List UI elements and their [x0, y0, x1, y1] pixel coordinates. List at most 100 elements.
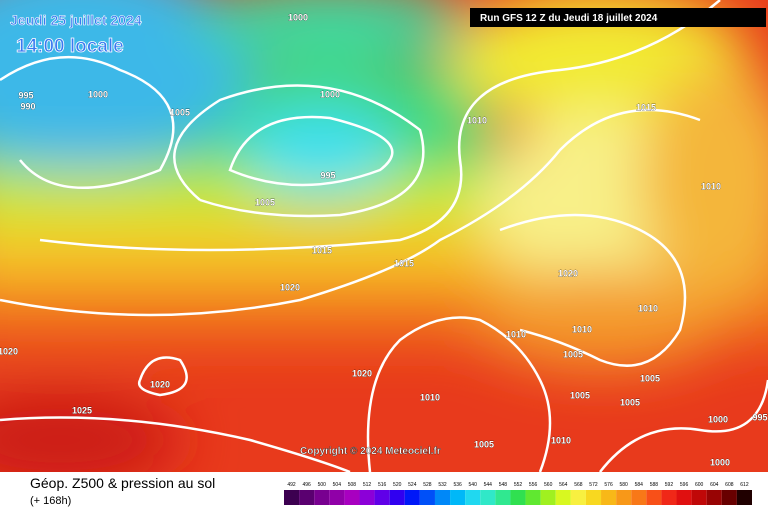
isobar-label: 1005	[474, 439, 494, 449]
legend-label: 580	[620, 482, 629, 488]
isobar-label: 1000	[320, 89, 340, 99]
isobar-label: 1010	[506, 329, 526, 339]
legend-label: 496	[302, 482, 311, 488]
isobar-label: 1005	[170, 107, 190, 117]
legend-swatch	[434, 490, 451, 505]
isobar-label: 1020	[0, 346, 18, 356]
legend-label: 548	[499, 482, 508, 488]
isobar-label: 1015	[312, 245, 332, 255]
legend-swatch	[540, 490, 556, 505]
legend-label: 604	[710, 482, 719, 488]
legend-swatch	[480, 490, 496, 505]
legend-label: 556	[529, 482, 538, 488]
legend-swatch	[555, 490, 571, 505]
isobar-label: 1010	[420, 392, 440, 402]
footer-title: Géop. Z500 & pression au sol	[30, 475, 215, 491]
isobar-label: 1010	[572, 324, 592, 334]
legend-swatch	[706, 490, 722, 505]
legend-swatch	[450, 490, 466, 505]
legend-label: 600	[695, 482, 704, 488]
isobar-label: 1020	[558, 268, 578, 278]
legend-label: 584	[635, 482, 644, 488]
legend-label: 500	[318, 482, 327, 488]
copyright: Copyright © 2024 Meteociel.fr	[300, 446, 441, 457]
legend-swatch	[344, 490, 360, 505]
legend-swatch	[299, 490, 315, 505]
legend-swatch	[495, 490, 511, 505]
isobar-label: 1015	[636, 102, 656, 112]
legend-swatch	[646, 490, 662, 505]
legend-swatch	[616, 490, 632, 505]
legend-label: 568	[574, 482, 583, 488]
legend-label: 536	[453, 482, 462, 488]
legend-swatch	[585, 490, 602, 505]
isobar-labels: 1000 995 1000 990 1005 1000 1010 1015 1010 995 100…	[0, 12, 768, 467]
isobar-label: 1005	[255, 197, 275, 207]
legend-label: 516	[378, 482, 387, 488]
legend-label: 524	[408, 482, 417, 488]
isobar-lines	[0, 0, 721, 473]
legend-label: 504	[333, 482, 342, 488]
legend-label: 508	[348, 482, 357, 488]
legend-swatch	[329, 490, 345, 505]
legend-swatch	[676, 490, 692, 505]
legend-label: 612	[740, 482, 749, 488]
isobar-label: 1000	[288, 12, 308, 22]
legend-label: 588	[650, 482, 659, 488]
isobar-label: 1000	[708, 414, 728, 424]
isobar-label: 995	[752, 412, 767, 422]
isobar-label: 1005	[563, 349, 583, 359]
legend-label: 576	[604, 482, 613, 488]
field	[0, 0, 768, 490]
isobar-label: 990	[20, 101, 35, 111]
legend-swatch	[736, 490, 752, 505]
legend-swatch	[314, 490, 330, 505]
footer-lead: (+ 168h)	[30, 495, 71, 507]
legend-label: 520	[393, 482, 402, 488]
legend-swatch	[404, 490, 420, 505]
isobar-label: 1015	[394, 258, 414, 268]
isobar-label: 995	[320, 170, 335, 180]
legend-label: 544	[484, 482, 493, 488]
legend-label: 564	[559, 482, 568, 488]
legend-label: 528	[423, 482, 432, 488]
isobar-label: 1020	[150, 379, 170, 389]
legend-swatch	[661, 490, 677, 505]
isobar-label: 995	[18, 90, 33, 100]
legend-label: 572	[589, 482, 598, 488]
legend-label: 532	[438, 482, 447, 488]
legend-swatch	[721, 490, 737, 505]
legend-label: 512	[363, 482, 372, 488]
legend-swatch	[465, 490, 481, 505]
legend-swatch	[510, 490, 526, 505]
legend-label: 596	[680, 482, 689, 488]
isobar-label: 1010	[551, 435, 571, 445]
legend-swatch	[631, 490, 647, 505]
legend-label: 540	[469, 482, 478, 488]
isobar-label: 1025	[72, 405, 92, 415]
legend-swatch	[691, 490, 707, 505]
isobar-label: 1000	[710, 457, 730, 467]
legend-swatch	[419, 490, 435, 505]
isobar-label: 1005	[570, 390, 590, 400]
legend-swatch	[570, 490, 586, 505]
isobar-label: 1005	[640, 373, 660, 383]
legend-label: 552	[514, 482, 523, 488]
legend: 492 496 500 504 508 512 516 520 524 528 532 536 540 5…	[284, 482, 752, 505]
legend-swatch	[284, 490, 300, 505]
isobar-label: 1020	[352, 368, 372, 378]
isobar-label: 1010	[701, 181, 721, 191]
isobar-label: 1000	[88, 89, 108, 99]
legend-label: 492	[287, 482, 296, 488]
legend-label: 592	[665, 482, 674, 488]
legend-swatch	[525, 490, 541, 505]
legend-swatch	[389, 490, 405, 505]
run-box	[470, 8, 766, 27]
time: 14:00 locale	[16, 36, 124, 57]
isobar-label: 1005	[620, 397, 640, 407]
isobar-label: 1010	[638, 303, 658, 313]
run: Run GFS 12 Z du Jeudi 18 juillet 2024	[480, 13, 658, 24]
isobar-label: 1020	[280, 282, 300, 292]
